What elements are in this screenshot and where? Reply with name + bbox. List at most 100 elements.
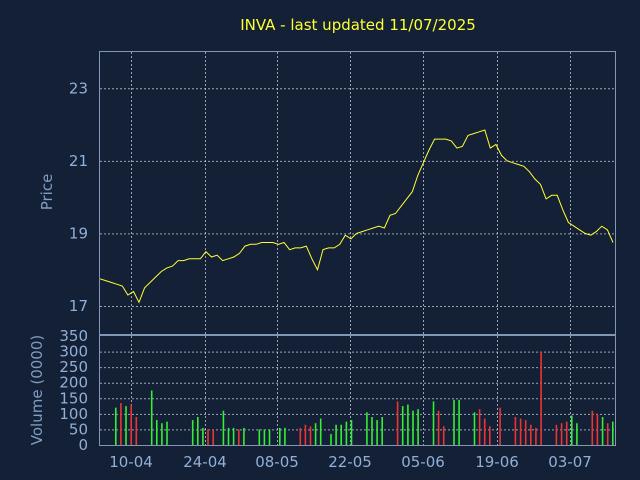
price-tick-labels: 17 19 21 23: [69, 79, 88, 315]
volume-bar: [412, 410, 414, 445]
volume-bar: [268, 429, 271, 445]
volume-grid: [100, 336, 615, 445]
volume-bar: [319, 418, 322, 445]
volume-bar: [150, 390, 153, 445]
price-tick-label: 21: [69, 152, 88, 170]
volume-bars: [115, 351, 614, 445]
volume-bar: [442, 426, 445, 445]
price-grid: [100, 52, 615, 335]
volume-bar: [381, 416, 383, 445]
volume-axis-label: Volume (0000): [28, 335, 46, 445]
price-tick-label: 17: [69, 297, 88, 315]
volume-bar: [299, 427, 302, 445]
date-tick-label: 03-07: [548, 453, 592, 471]
volume-tick-label: 250: [59, 358, 88, 376]
volume-bar: [371, 416, 373, 445]
volume-tick-label: 350: [59, 327, 88, 345]
volume-bar: [540, 351, 542, 445]
date-tick-label: 22-05: [328, 453, 372, 471]
volume-bar: [243, 427, 245, 445]
date-tick-label: 10-04: [109, 453, 153, 471]
volume-bar: [407, 404, 409, 445]
volume-bar: [330, 434, 332, 445]
volume-bar: [530, 424, 532, 445]
volume-bar: [560, 423, 563, 445]
volume-bar: [601, 416, 604, 445]
date-tick-label: 08-05: [255, 453, 299, 471]
volume-bar: [130, 404, 132, 445]
volume-bar: [309, 426, 312, 445]
volume-bar: [335, 424, 337, 445]
price-axis-label: Price: [38, 174, 56, 211]
volume-bar: [227, 427, 230, 445]
volume-bar: [191, 420, 194, 445]
date-tick-label: 24-04: [183, 453, 227, 471]
volume-bar: [519, 418, 522, 445]
volume-bar: [596, 413, 599, 445]
volume-bar: [212, 429, 214, 445]
volume-bar: [161, 423, 163, 445]
volume-bar: [263, 429, 266, 445]
volume-bar: [238, 429, 240, 445]
price-line-series: [99, 129, 614, 304]
volume-bar: [458, 399, 460, 445]
volume-tick-label: 50: [69, 420, 88, 438]
date-tick-labels: 10-04 24-04 08-05 22-05 05-06 19-06 03-07: [109, 453, 592, 471]
volume-bar: [376, 420, 378, 445]
volume-bar: [499, 407, 501, 445]
volume-bar: [576, 423, 578, 445]
volume-bar: [473, 412, 476, 445]
volume-bar: [555, 424, 558, 445]
volume-bar: [437, 410, 440, 445]
volume-bar: [591, 410, 594, 445]
volume-bar: [340, 424, 342, 445]
volume-bar: [453, 399, 455, 445]
volume-bar: [489, 426, 491, 445]
volume-bar: [166, 421, 168, 445]
volume-bar: [125, 406, 127, 445]
volume-bar: [232, 427, 235, 445]
volume-tick-label: 300: [59, 343, 88, 361]
volume-bar: [366, 412, 368, 445]
volume-bar: [115, 407, 117, 445]
volume-bar: [478, 409, 481, 445]
volume-bar: [284, 427, 286, 445]
date-tick-label: 19-06: [475, 453, 519, 471]
volume-tick-label: 0: [78, 436, 88, 454]
volume-bar: [135, 416, 138, 445]
volume-bar: [483, 418, 486, 445]
volume-bar: [197, 416, 199, 445]
volume-bar: [279, 427, 281, 445]
volume-bar: [120, 402, 122, 445]
volume-panel-frame: [99, 335, 616, 446]
volume-bar: [314, 423, 317, 445]
volume-tick-label: 200: [59, 374, 88, 392]
volume-tick-label: 100: [59, 405, 88, 423]
volume-bar: [156, 420, 158, 445]
volume-bar: [207, 429, 209, 445]
volume-bar: [417, 409, 419, 445]
volume-bar: [304, 424, 307, 445]
volume-bar: [524, 420, 527, 445]
volume-bar: [565, 421, 568, 445]
volume-bar: [258, 429, 261, 445]
volume-bar: [401, 406, 404, 445]
volume-bar: [350, 420, 353, 445]
volume-bar: [514, 416, 517, 445]
volume-bar: [612, 421, 614, 445]
volume-bar: [202, 427, 204, 445]
volume-bar: [606, 423, 609, 445]
volume-tick-label: 150: [59, 389, 88, 407]
volume-bar: [345, 421, 348, 445]
price-tick-label: 19: [69, 224, 88, 242]
volume-bar: [432, 401, 435, 445]
price-panel-frame: [99, 51, 616, 335]
volume-bar: [535, 427, 537, 445]
chart-title: INVA - last updated 11/07/2025: [240, 16, 476, 34]
date-tick-label: 05-06: [401, 453, 445, 471]
volume-bar: [222, 410, 225, 445]
price-line: [99, 129, 614, 304]
price-tick-label: 23: [69, 79, 88, 97]
